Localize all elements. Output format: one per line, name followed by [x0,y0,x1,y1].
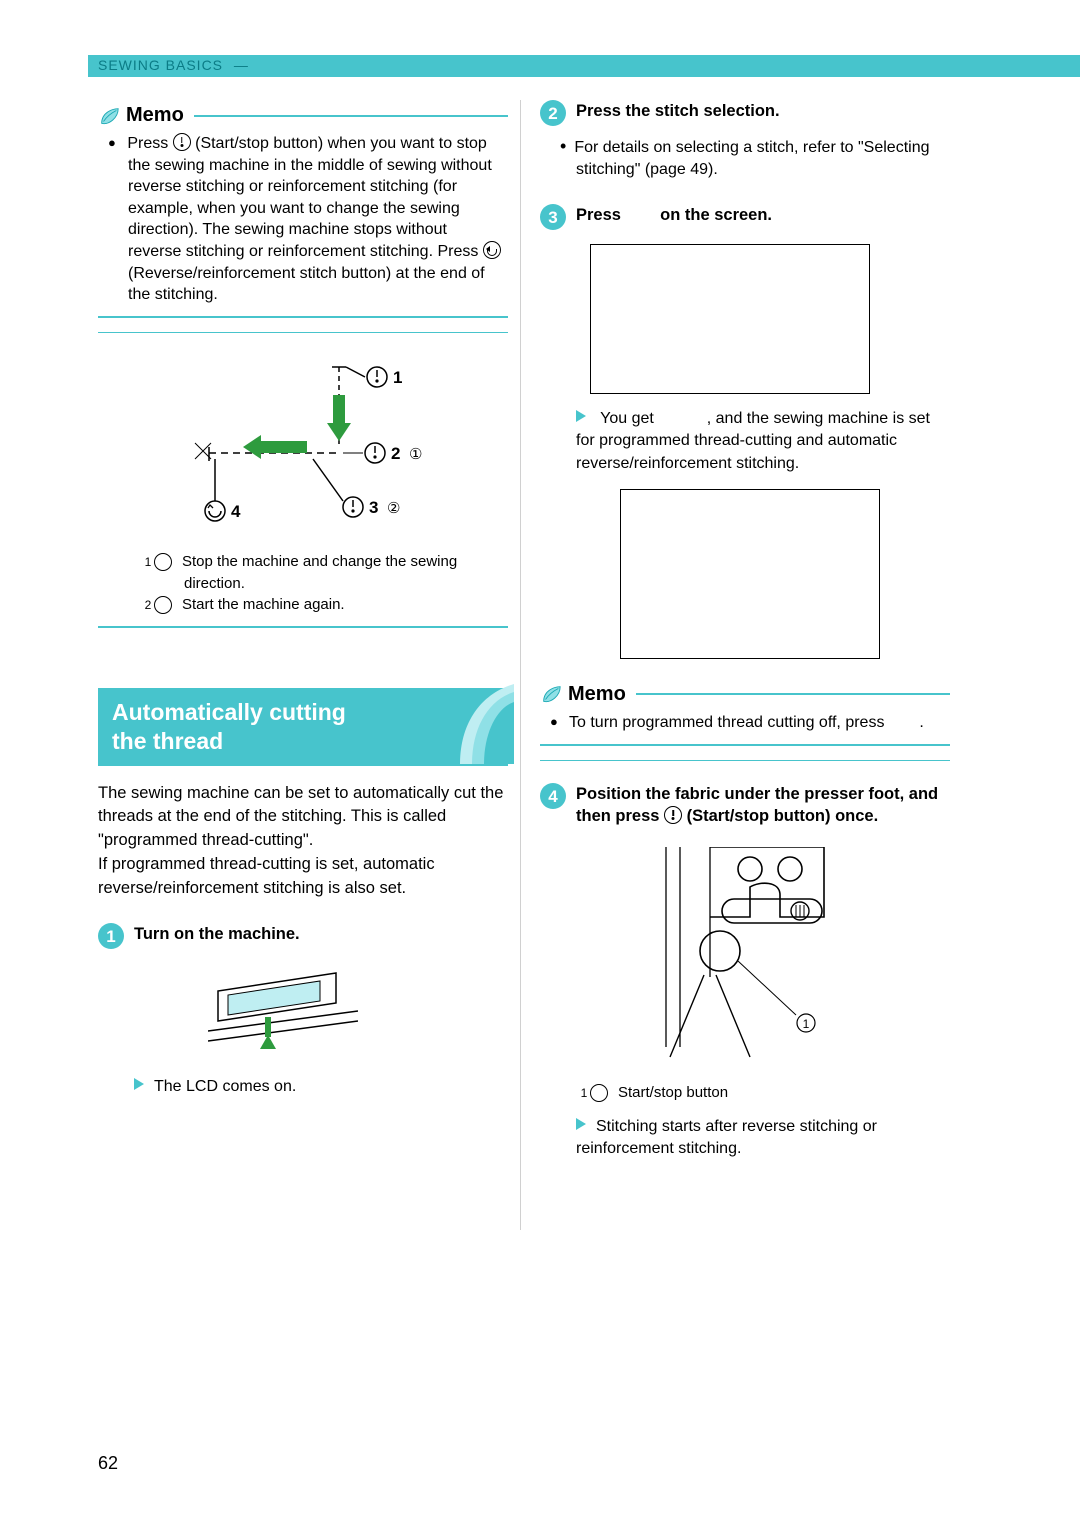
step-2-head: 2 Press the stitch selection. [540,100,950,126]
svg-text:1: 1 [106,927,115,946]
step-2-sub: For details on selecting a stitch, refer… [576,134,950,182]
step-2-title: Press the stitch selection. [576,100,780,122]
step-badge-4-icon: 4 [540,783,566,809]
memo-2-title: Memo [568,683,626,706]
memo-text-post: (Reverse/reinforcement stitch button) at… [128,265,485,304]
step-3-result: You get , and the sewing machine is set … [576,408,950,475]
memo-2-rule [636,693,950,695]
memo-2-text: To turn programmed thread cutting off, p… [570,714,924,731]
memo-box-2: Memo To turn programmed thread cutting o… [540,679,950,761]
step-3: 3 Press on the screen. You get , and the… [540,204,950,659]
presser-foot-diagram: 1 [600,847,900,1067]
step-4-legend-row: 1 Start/stop button [590,1082,950,1104]
step-4-legend-text: Start/stop button [618,1084,728,1101]
leaf-icon [98,105,120,127]
step-1-result: The LCD comes on. [134,1076,508,1098]
breadcrumb-dash: — [228,57,249,73]
step-4-title-post: (Start/stop button) once. [687,807,879,825]
diag1-sub-b: ② [387,500,400,517]
diagram-legend: 1 Stop the machine and change the sewing … [98,551,508,616]
step-3-title: Press on the screen. [576,204,772,226]
legend-num-2: 2 [154,596,172,614]
step-1: 1 Turn on the machine. The LCD comes on. [98,923,508,1098]
page-number: 62 [98,1453,118,1474]
step-badge-1-icon: 1 [98,923,124,949]
memo-header: Memo [98,104,508,127]
section-title: Automatically cutting the thread [98,688,508,766]
section-title-l2: the thread [112,728,223,754]
step-3-title-post: on the screen. [660,206,772,224]
step-3-result-pre: You get [600,410,658,427]
step-4-legend: 1 Start/stop button [540,1082,950,1104]
breadcrumb: SEWING BASICS — [98,57,249,73]
section-title-l1: Automatically cutting [112,699,346,725]
section: Automatically cutting the thread The sew… [98,688,508,901]
memo-2-body: To turn programmed thread cutting off, p… [540,706,950,734]
legend-row-1: 1 Stop the machine and change the sewing … [154,551,508,595]
left-column: Memo Press (Start/stop button) when you … [98,100,508,1099]
step-1-result-text: The LCD comes on. [154,1078,296,1095]
reverse-stitch-icon [483,241,501,259]
memo-box: Memo Press (Start/stop button) when you … [98,100,508,333]
memo-2-text-post: . [919,714,923,731]
memo-text: Press (Start/stop button) when you want … [128,135,501,303]
step-badge-3-icon: 3 [540,204,566,230]
diag1-label-1: 1 [393,368,402,387]
step-4-head: 4 Position the fabric under the presser … [540,783,950,828]
memo-title: Memo [126,104,184,127]
memo-2-bottom-rule [540,744,950,746]
step-4: 4 Position the fabric under the presser … [540,783,950,1161]
diag1-label-2: 2 [391,444,400,463]
stitch-path-diagram: 1 2 ① [153,361,453,551]
right-column: 2 Press the stitch selection. For detail… [540,100,950,1161]
memo-2-header: Memo [540,683,950,706]
lcd-illustration [208,963,358,1053]
diag1-label-3: 3 [369,498,378,517]
step-1-title: Turn on the machine. [134,923,300,945]
swoosh-icon [450,684,514,764]
memo-body: Press (Start/stop button) when you want … [98,127,508,306]
start-stop-icon [173,133,191,151]
step-3-head: 3 Press on the screen. [540,204,950,230]
result-arrow-icon [576,1118,586,1130]
memo-text-mid: (Start/stop button) when you want to sto… [128,135,492,260]
step-2-sub-text: For details on selecting a stitch, refer… [576,139,930,178]
page: SEWING BASICS — Memo Press (Start/stop b… [0,0,1080,1526]
step-4-result: Stitching starts after reverse stitching… [576,1116,950,1161]
memo-text-pre: Press [127,135,172,152]
svg-text:2: 2 [548,104,557,123]
section-body: The sewing machine can be set to automat… [98,782,508,902]
memo-2-text-pre: To turn programmed thread cutting off, p… [569,714,889,731]
screen-placeholder-2 [620,489,880,659]
memo-rule [194,115,508,117]
legend-num-1: 1 [154,553,172,571]
legend-row-2: 2 Start the machine again. [154,594,508,616]
column-divider [520,100,521,1230]
step-2: 2 Press the stitch selection. For detail… [540,100,950,182]
svg-text:3: 3 [548,208,557,227]
svg-text:1: 1 [803,1017,810,1031]
legend-num-1: 1 [590,1084,608,1102]
diag1-sub-a: ① [409,446,422,463]
section-divider [98,626,508,628]
diag1-label-4: 4 [231,502,241,521]
legend-text-2: Start the machine again. [182,596,345,613]
result-arrow-icon [576,410,586,422]
memo-bottom-rule [98,316,508,318]
step-1-head: 1 Turn on the machine. [98,923,508,949]
breadcrumb-text: SEWING BASICS [98,57,223,73]
result-arrow-icon [134,1078,144,1090]
step-4-result-text: Stitching starts after reverse stitching… [576,1118,877,1157]
step-4-title: Position the fabric under the presser fo… [576,783,950,828]
step-badge-2-icon: 2 [540,100,566,126]
step-3-title-pre: Press [576,206,626,224]
legend-text-1: Stop the machine and change the sewing d… [182,553,457,592]
svg-text:4: 4 [548,787,558,806]
screen-placeholder-1 [590,244,870,394]
start-stop-icon [664,806,682,824]
leaf-icon [540,683,562,705]
